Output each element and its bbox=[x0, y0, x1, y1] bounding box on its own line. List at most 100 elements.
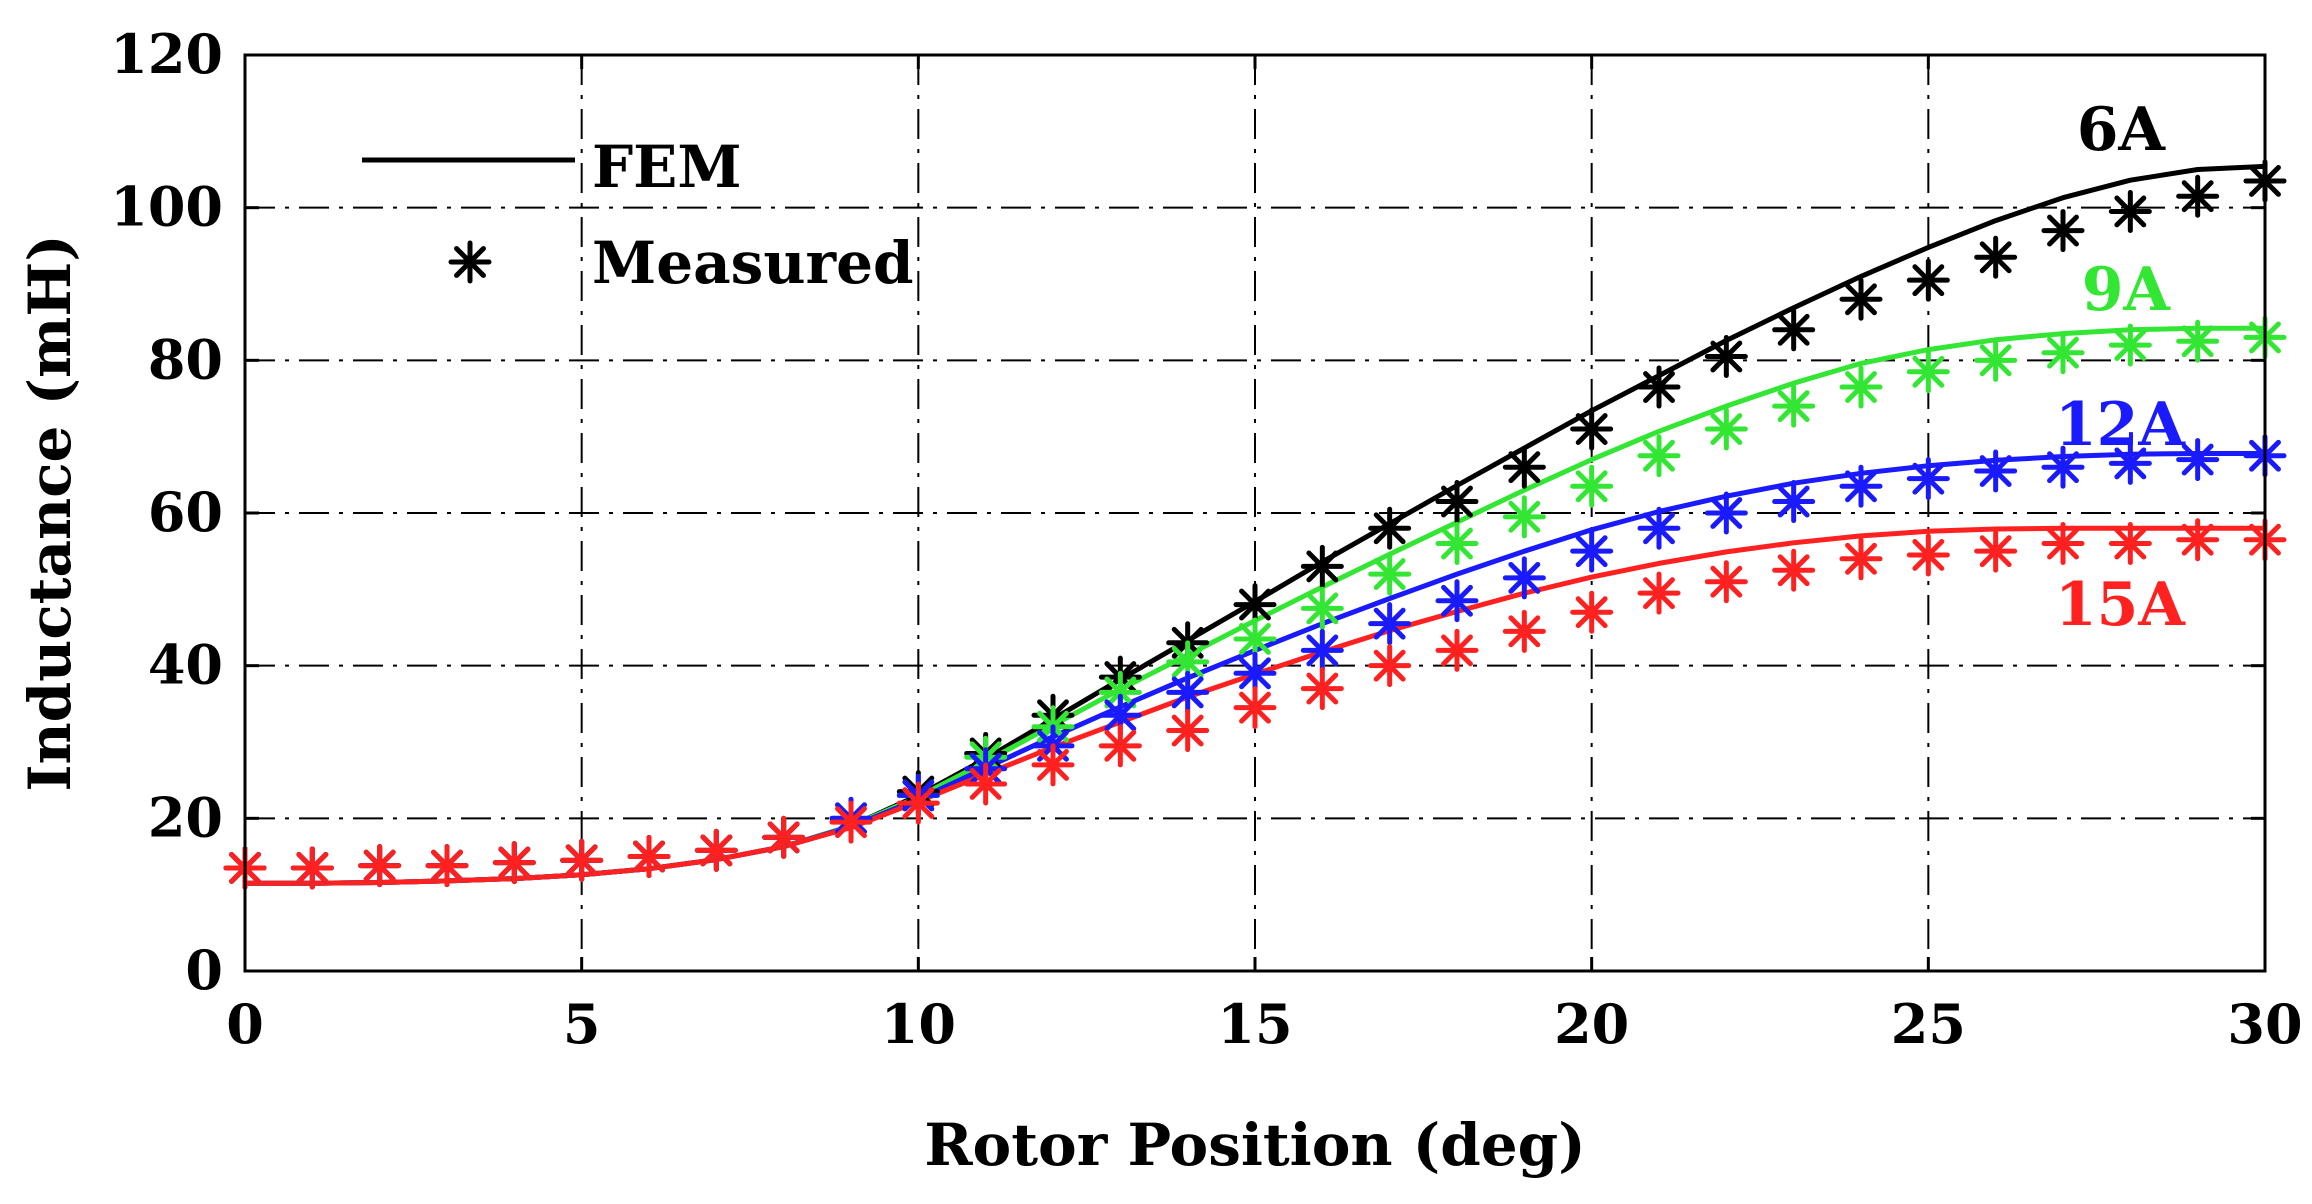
measured-point bbox=[358, 844, 402, 888]
y-tick-label: 40 bbox=[148, 633, 223, 697]
measured-point bbox=[1502, 445, 1546, 489]
measured-point bbox=[896, 781, 940, 825]
y-tick-label: 100 bbox=[110, 175, 223, 239]
ticks: 0 5 10 15 20 25 30 0 20 40 60 80 100 120 bbox=[110, 22, 2302, 1056]
x-tick-label: 30 bbox=[2227, 992, 2302, 1056]
measured-point bbox=[1839, 365, 1883, 409]
measured-point bbox=[1502, 609, 1546, 653]
measured-point bbox=[1974, 529, 2018, 573]
measured-point bbox=[1368, 552, 1412, 596]
legend-fem-label: FEM bbox=[592, 133, 742, 201]
measured-point bbox=[1704, 407, 1748, 451]
y-tick-label: 0 bbox=[185, 938, 223, 1002]
x-tick-label: 20 bbox=[1554, 992, 1629, 1056]
measured-point bbox=[2108, 522, 2152, 566]
x-axis-title: Rotor Position (deg) bbox=[924, 1111, 1585, 1179]
y-tick-label: 60 bbox=[148, 480, 223, 544]
measured-points-15A bbox=[223, 518, 2287, 890]
measured-point bbox=[1704, 491, 1748, 535]
measured-point bbox=[1906, 457, 1950, 501]
measured-point bbox=[829, 800, 873, 844]
measured-point bbox=[1637, 571, 1681, 615]
measured-point bbox=[964, 762, 1008, 806]
x-tick-label: 5 bbox=[563, 992, 601, 1056]
measured-point bbox=[2108, 323, 2152, 367]
measured-point bbox=[1974, 338, 2018, 382]
measured-point bbox=[1974, 449, 2018, 493]
measured-point bbox=[2176, 319, 2220, 363]
measured-point bbox=[1974, 235, 2018, 279]
measured-point bbox=[1772, 548, 1816, 592]
legend-measured-label: Measured bbox=[592, 229, 914, 297]
measured-point bbox=[2176, 174, 2220, 218]
measured-point bbox=[1233, 686, 1277, 730]
measured-point bbox=[1772, 384, 1816, 428]
measured-point bbox=[1300, 628, 1344, 672]
measured-point bbox=[694, 828, 738, 872]
measured-point bbox=[1435, 628, 1479, 672]
measured-point bbox=[1637, 365, 1681, 409]
measured-point bbox=[1368, 506, 1412, 550]
y-tick-label: 120 bbox=[110, 22, 223, 86]
measured-point bbox=[1098, 724, 1142, 768]
measured-point bbox=[560, 838, 604, 882]
measured-point bbox=[1435, 579, 1479, 623]
x-tick-label: 25 bbox=[1891, 992, 1966, 1056]
measured-point bbox=[2176, 518, 2220, 562]
x-tick-label: 0 bbox=[226, 992, 264, 1056]
measured-point bbox=[1906, 533, 1950, 577]
y-tick-label: 20 bbox=[148, 785, 223, 849]
measured-point bbox=[2041, 209, 2085, 253]
measured-point bbox=[1839, 464, 1883, 508]
measured-point bbox=[1300, 586, 1344, 630]
series-labels: 6A 9A 12A 15A bbox=[2055, 95, 2186, 640]
measured-point bbox=[1906, 258, 1950, 302]
measured-point bbox=[1368, 602, 1412, 646]
measured-point bbox=[492, 841, 536, 885]
measured-point bbox=[1502, 495, 1546, 539]
measured-point bbox=[425, 844, 469, 888]
measured-point bbox=[1502, 556, 1546, 600]
series-label-9A: 9A bbox=[2082, 255, 2172, 325]
series-label-15A: 15A bbox=[2055, 570, 2186, 640]
measured-point bbox=[1166, 670, 1210, 714]
legend-measured-marker bbox=[448, 240, 492, 284]
measured-point bbox=[1637, 434, 1681, 478]
measured-point bbox=[2041, 331, 2085, 375]
measured-point bbox=[1570, 464, 1614, 508]
measured-point bbox=[762, 815, 806, 859]
measured-point bbox=[1233, 583, 1277, 627]
y-axis-title: Inductance (mH) bbox=[16, 234, 84, 791]
measured-point bbox=[1435, 480, 1479, 524]
measured-point bbox=[1435, 522, 1479, 566]
measured-point bbox=[627, 835, 671, 878]
measured-point bbox=[1368, 644, 1412, 688]
measured-point bbox=[2041, 445, 2085, 489]
measured-point bbox=[1233, 651, 1277, 695]
measured-point bbox=[1772, 308, 1816, 352]
measured-point bbox=[1166, 709, 1210, 753]
series-layer bbox=[223, 159, 2287, 890]
measured-point bbox=[1839, 537, 1883, 581]
y-tick-label: 80 bbox=[148, 327, 223, 391]
measured-point bbox=[2041, 522, 2085, 566]
measured-point bbox=[2176, 438, 2220, 482]
measured-point bbox=[1300, 544, 1344, 588]
series-label-6A: 6A bbox=[2077, 95, 2167, 165]
legend-asterisk-icon bbox=[448, 240, 492, 284]
series-label-12A: 12A bbox=[2055, 390, 2186, 460]
measured-point bbox=[1839, 277, 1883, 321]
measured-point bbox=[1570, 407, 1614, 451]
measured-point bbox=[1233, 617, 1277, 661]
legend: FEM Measured bbox=[362, 133, 914, 297]
measured-point bbox=[1570, 529, 1614, 573]
measured-point bbox=[290, 846, 334, 890]
measured-point bbox=[2108, 189, 2152, 233]
measured-point bbox=[1637, 506, 1681, 550]
measured-point bbox=[1031, 743, 1075, 787]
x-tick-label: 10 bbox=[881, 992, 956, 1056]
measured-point bbox=[1704, 335, 1748, 379]
